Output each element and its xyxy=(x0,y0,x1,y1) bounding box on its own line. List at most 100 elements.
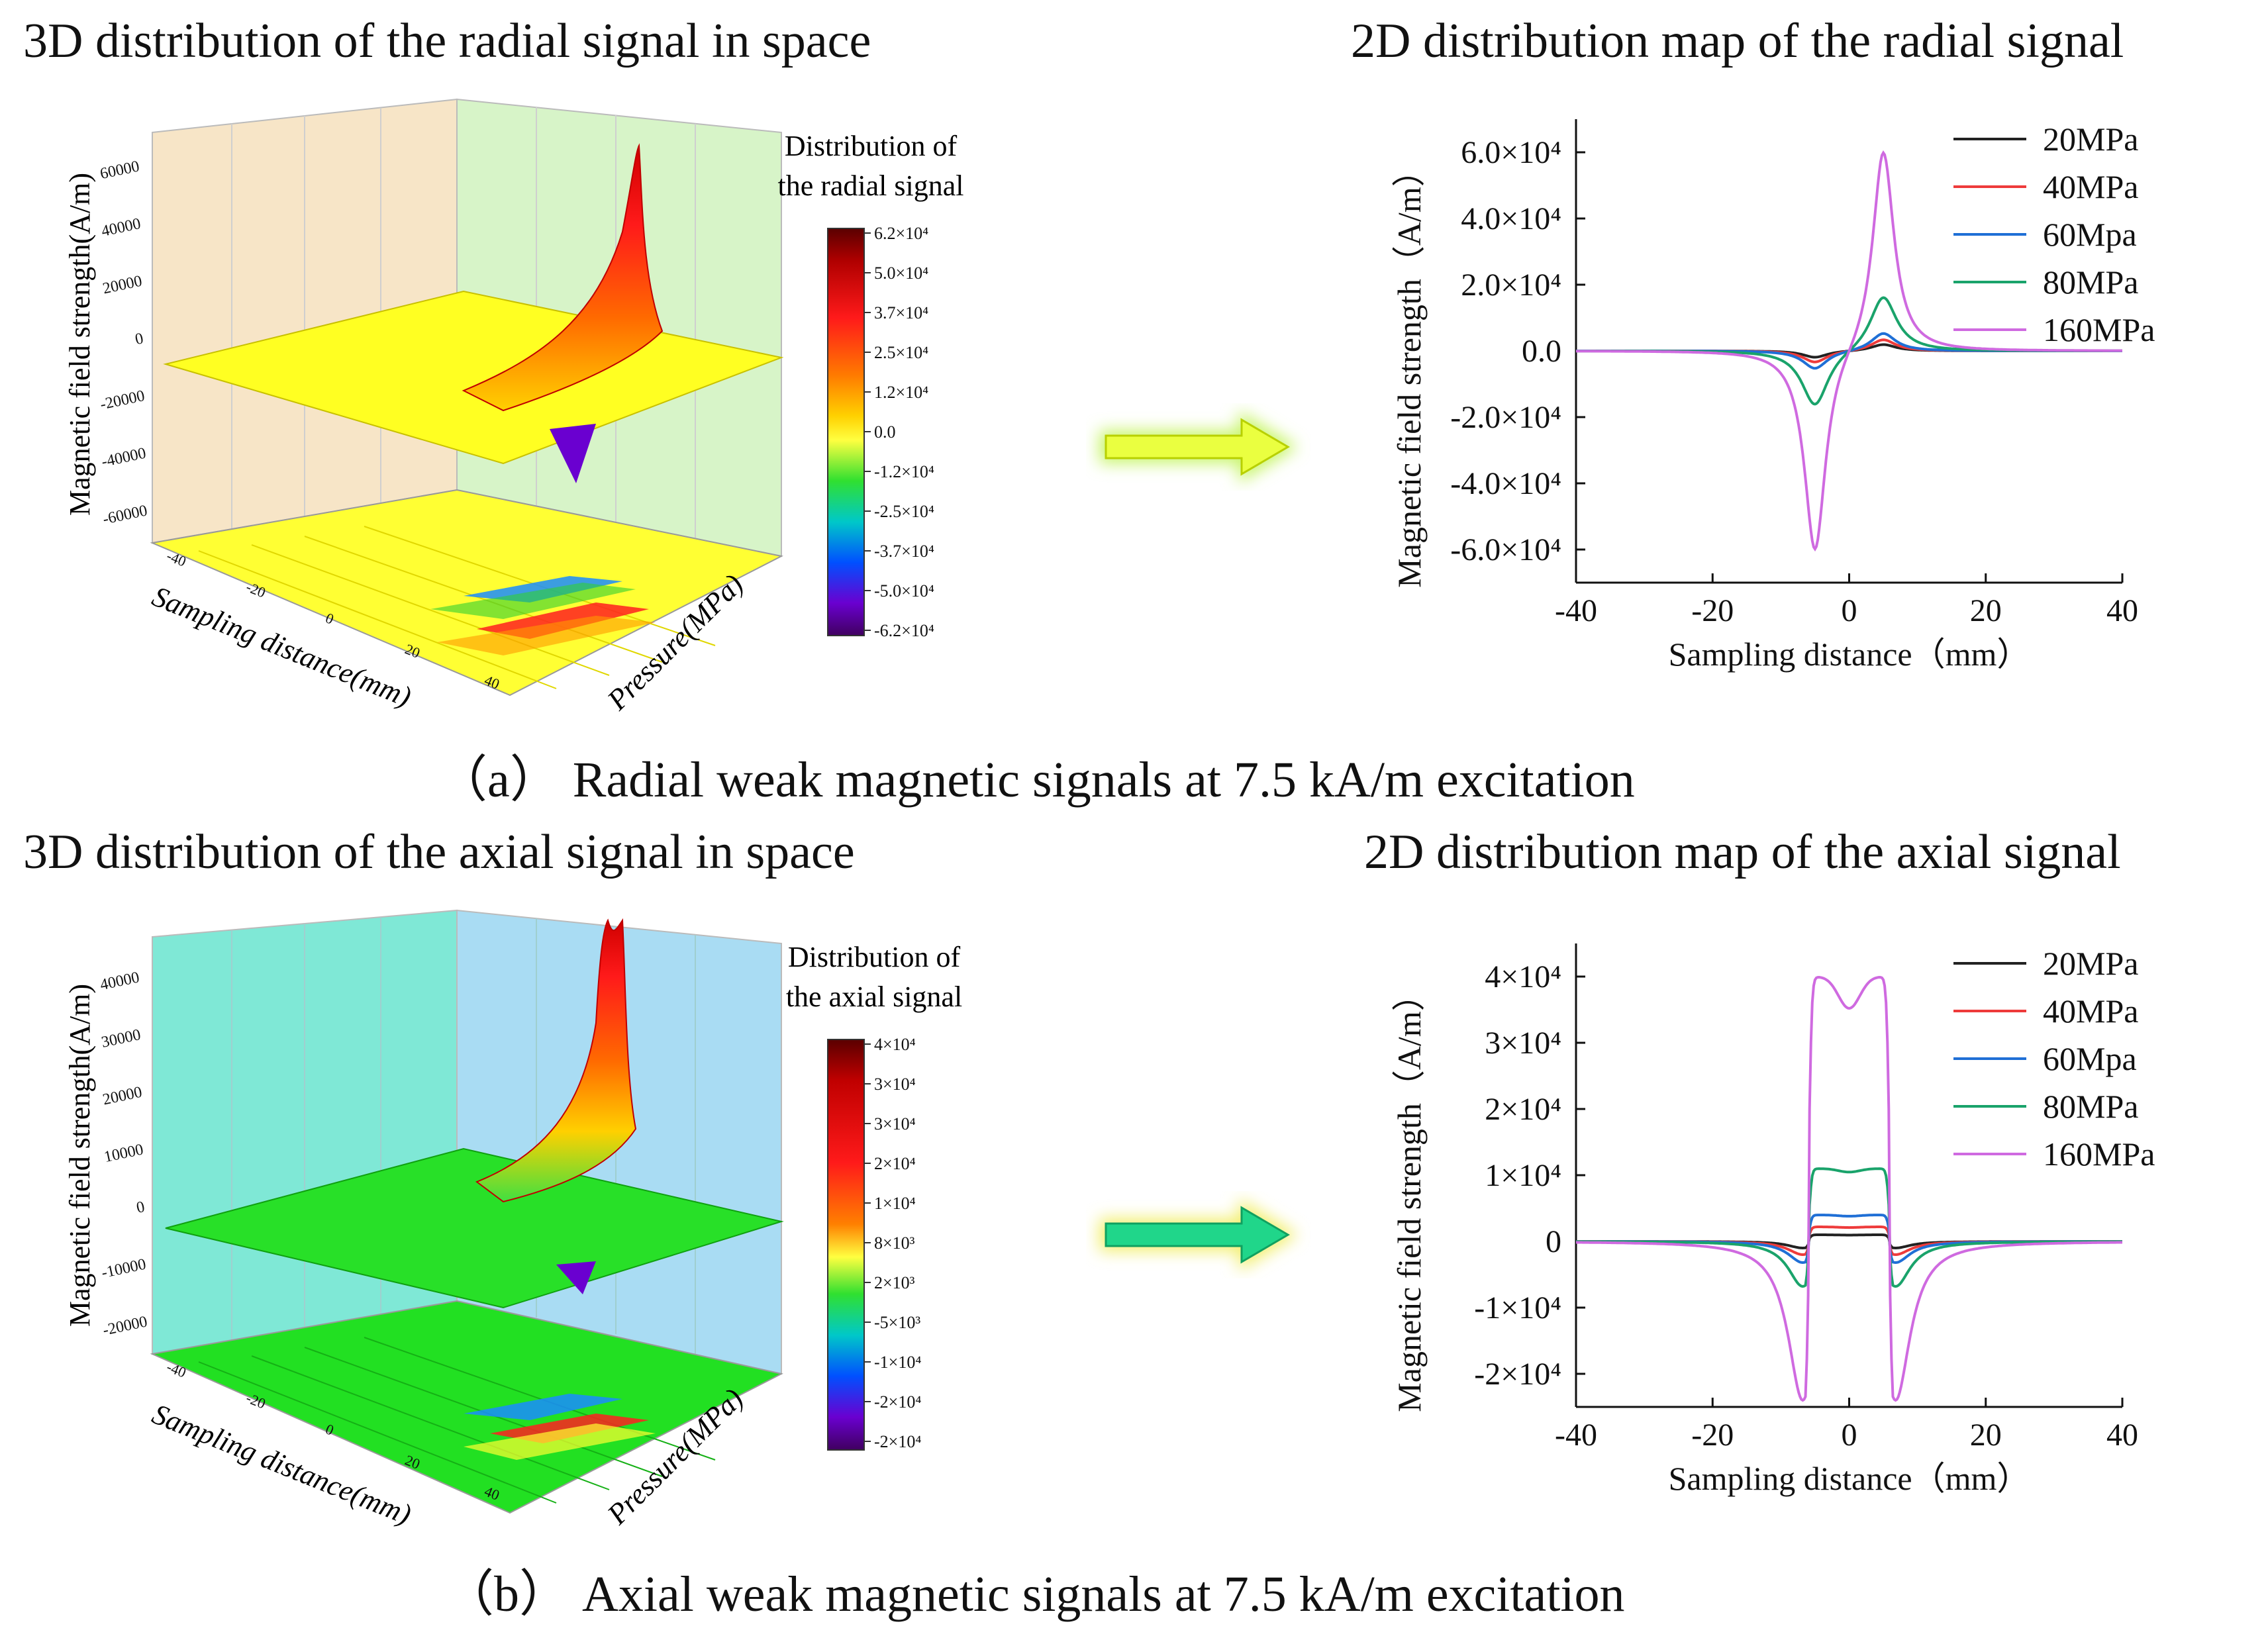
y-tick-label: 0 xyxy=(1546,1224,1561,1259)
colorbar-label: 6.2×10⁴ xyxy=(874,224,928,243)
legend-label: 60Mpa xyxy=(2043,1040,2137,1077)
colorbar-label: -2.5×10⁴ xyxy=(874,502,934,521)
y-tick-label: 6.0×10⁴ xyxy=(1461,135,1561,170)
x-tick-label: -20 xyxy=(1691,593,1734,628)
colorbar-label: -3.7×10⁴ xyxy=(874,542,934,561)
z-tick-label: 10000 xyxy=(103,1141,145,1166)
legend-label: 160MPa xyxy=(2043,1135,2155,1173)
chart-3d-radial: 60000 40000 20000 0 -20000 -40000 -60000 Magne… xyxy=(64,98,964,717)
colorbar-label: 5.0×10⁴ xyxy=(874,264,928,283)
y-tick-label: 0.0 xyxy=(1522,334,1561,369)
z-axis-label: Magnetic field strength(A/m) xyxy=(64,173,96,516)
x-tick-label: 20 xyxy=(1970,1418,2002,1453)
x-axis-label: Sampling distance（mm） xyxy=(1669,1460,2030,1497)
floor-plane xyxy=(150,489,783,697)
series-line-60mpa xyxy=(1576,1214,2122,1265)
legend-label: 80MPa xyxy=(2043,1088,2138,1125)
floor-contour-yellow xyxy=(464,1423,656,1460)
colorbar-label: 8×10³ xyxy=(874,1233,915,1253)
z-tick-label: 0 xyxy=(134,330,145,348)
colorbar-label: 2×10⁴ xyxy=(874,1154,916,1173)
colorbar-label: 1.2×10⁴ xyxy=(874,383,928,402)
legend-label: 60Mpa xyxy=(2043,216,2137,253)
colorbar-title-2: the axial signal xyxy=(786,981,962,1013)
y-tick-label: -2×10⁴ xyxy=(1474,1357,1561,1392)
title-2d-axial: 2D distribution map of the axial signal xyxy=(1364,825,2121,879)
x-tick-label: -40 xyxy=(1555,1418,1597,1453)
z-tick-label: 0 xyxy=(135,1198,146,1217)
colorbar-label: -5.0×10⁴ xyxy=(874,581,934,601)
colorbar-label: 2.5×10⁴ xyxy=(874,343,928,362)
y-tick-label: 1×10⁴ xyxy=(1485,1158,1561,1193)
colorbar-label: 3×10⁴ xyxy=(874,1114,916,1133)
colorbar-label: 2×10³ xyxy=(874,1273,915,1292)
arrow-axial xyxy=(1099,1198,1298,1271)
colorbar-label: -1×10⁴ xyxy=(874,1353,921,1372)
z-tick-label: 40000 xyxy=(99,969,141,994)
legend-label: 20MPa xyxy=(2043,945,2138,982)
y-tick-label: 3×10⁴ xyxy=(1485,1026,1561,1061)
y-tick-label: -4.0×10⁴ xyxy=(1450,466,1561,501)
colorbar-title-1: Distribution of xyxy=(785,130,958,162)
z-tick-label: -20000 xyxy=(101,1313,149,1339)
floor-contour-green xyxy=(430,583,636,619)
floor-contour-orange xyxy=(437,616,656,655)
series-line-160mpa xyxy=(1576,150,2122,552)
y-tick-label: 4.0×10⁴ xyxy=(1461,201,1561,236)
series-line-160mpa xyxy=(1576,975,2122,1402)
colorbar-label: -2×10⁴ xyxy=(874,1432,921,1451)
colorbar-label: 3.7×10⁴ xyxy=(874,303,928,322)
x-tick-label: 40 xyxy=(2106,593,2138,628)
z-tick-label: 20000 xyxy=(101,1084,144,1109)
y-axis-label: Magnetic field strength（A/m） xyxy=(1391,978,1428,1412)
title-2d-radial: 2D distribution map of the radial signal xyxy=(1351,14,2124,68)
colorbar-label: -5×10³ xyxy=(874,1313,920,1332)
z-tick-label: -60000 xyxy=(101,502,149,528)
z-tick-label: -10000 xyxy=(100,1256,148,1282)
legend-label: 40MPa xyxy=(2043,992,2138,1030)
y-tick-label: 2.0×10⁴ xyxy=(1461,267,1561,303)
colorbar-label: 1×10⁴ xyxy=(874,1194,916,1213)
legend-label: 20MPa xyxy=(2043,120,2138,158)
y-axis-label: Magnetic field strength（A/m） xyxy=(1391,154,1428,587)
y-tick-label: -1×10⁴ xyxy=(1474,1290,1561,1325)
caption-a: （a） Radial weak magnetic signals at 7.5 … xyxy=(437,752,1635,808)
colorbar-label: -1.2×10⁴ xyxy=(874,462,934,481)
z-tick-label: -40000 xyxy=(100,445,148,471)
z-tick-label: -20000 xyxy=(99,387,146,414)
series-line-80mpa xyxy=(1576,1167,2122,1288)
caption-b: （b） Axial weak magnetic signals at 7.5 k… xyxy=(444,1566,1625,1622)
colorbar-label: 0.0 xyxy=(874,422,896,442)
y-tick-label: -6.0×10⁴ xyxy=(1450,532,1561,567)
surface-dip xyxy=(550,424,596,483)
chart-2d-axial: -2×10⁴ -1×10⁴ 0 1×10⁴ 2×10⁴ 3×10⁴ 4×10⁴ -40 -20 0… xyxy=(1391,943,2155,1497)
x-tick-label: 0 xyxy=(1842,593,1857,628)
surface-dip xyxy=(556,1261,596,1294)
y-tick-label: 2×10⁴ xyxy=(1485,1092,1561,1127)
surface-peak xyxy=(462,143,664,412)
x-tick-label: 40 xyxy=(2106,1418,2138,1453)
x-axis-label: Sampling distance（mm） xyxy=(1669,636,2030,673)
chart-2d-radial: -6.0×10⁴ -4.0×10⁴ -2.0×10⁴ 0.0 2.0×10⁴ 4.0×10… xyxy=(1391,119,2155,673)
colorbar-label: -6.2×10⁴ xyxy=(874,621,934,640)
z-tick-label: 60000 xyxy=(99,158,141,183)
x-tick-label: 20 xyxy=(1970,593,2002,628)
x-tick-label: -20 xyxy=(1691,1418,1734,1453)
legend-label: 160MPa xyxy=(2043,311,2155,348)
z-tick-label: 20000 xyxy=(101,273,144,298)
x-tick-label: 0 xyxy=(1842,1418,1857,1453)
colorbar-title-1: Distribution of xyxy=(788,941,961,973)
floor-plane xyxy=(150,1300,783,1514)
colorbar-title-2: the radial signal xyxy=(777,169,963,202)
z-tick-label: 40000 xyxy=(100,215,142,240)
legend-label: 80MPa xyxy=(2043,264,2138,301)
legend-label: 40MPa xyxy=(2043,168,2138,205)
chart-3d-axial: 40000 30000 20000 10000 0 -10000 -20000 Magnet… xyxy=(64,909,962,1531)
surface-peak xyxy=(475,918,637,1203)
title-3d-radial: 3D distribution of the radial signal in … xyxy=(23,14,871,68)
colorbar xyxy=(827,228,865,636)
y-tick-label: -2.0×10⁴ xyxy=(1450,400,1561,435)
y-tick-label: 4×10⁴ xyxy=(1485,959,1561,994)
colorbar-label: 3×10⁴ xyxy=(874,1075,916,1094)
floor-contour-blue xyxy=(464,1394,622,1420)
